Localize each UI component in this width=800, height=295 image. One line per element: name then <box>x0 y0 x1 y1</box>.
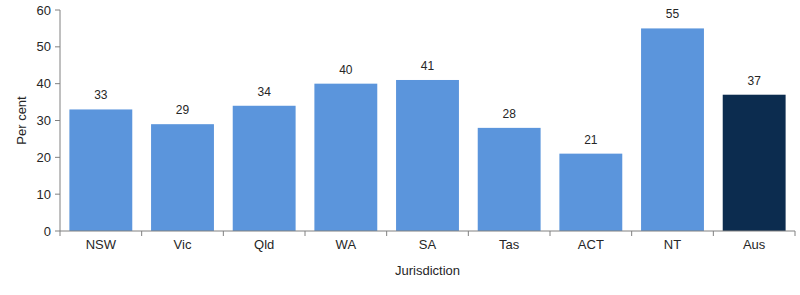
data-label: 37 <box>747 74 761 88</box>
y-tick-label: 40 <box>37 76 51 91</box>
y-tick <box>55 194 60 195</box>
bar <box>314 84 377 231</box>
bar <box>233 106 296 231</box>
y-axis-title: Per cent <box>14 96 29 145</box>
x-tick-label: NSW <box>86 237 117 252</box>
bar <box>151 124 214 231</box>
x-tick <box>631 231 632 236</box>
bar <box>723 95 786 231</box>
x-tick-label: ACT <box>578 237 604 252</box>
x-tick <box>60 231 61 236</box>
chart-svg: 33 29 34 40 41 28 21 55 37 0 10 20 30 40 50 60 NSW Vic Qld… <box>0 0 800 295</box>
y-tick <box>55 231 60 232</box>
y-tick <box>55 120 60 121</box>
x-tick <box>386 231 387 236</box>
data-label: 28 <box>502 107 516 121</box>
y-tick <box>55 83 60 84</box>
x-tick-label: NT <box>664 237 681 252</box>
y-tick <box>55 46 60 47</box>
x-tick <box>795 231 796 236</box>
x-tick <box>468 231 469 236</box>
bar <box>396 80 459 231</box>
x-tick-label: Aus <box>743 237 766 252</box>
y-tick-label: 20 <box>37 150 51 165</box>
bars <box>69 28 785 231</box>
x-tick <box>223 231 224 236</box>
bar <box>69 109 132 231</box>
x-tick <box>550 231 551 236</box>
data-label: 41 <box>421 59 435 73</box>
x-tick <box>141 231 142 236</box>
data-label: 34 <box>257 85 271 99</box>
bar <box>559 154 622 231</box>
bar <box>478 128 541 231</box>
y-tick-label: 30 <box>37 113 51 128</box>
x-axis-line <box>60 231 795 232</box>
y-tick <box>55 10 60 11</box>
y-tick-label: 0 <box>44 224 51 239</box>
y-tick-label: 10 <box>37 187 51 202</box>
chart-container: 33 29 34 40 41 28 21 55 37 0 10 20 30 40 50 60 NSW Vic Qld… <box>0 0 800 295</box>
y-tick-label: 60 <box>37 3 51 18</box>
x-tick-label: Tas <box>499 237 520 252</box>
x-tick <box>305 231 306 236</box>
x-axis-title: Jurisdiction <box>395 263 460 278</box>
data-label: 33 <box>94 88 108 102</box>
data-label: 55 <box>666 7 680 21</box>
x-tick <box>713 231 714 236</box>
x-tick-label: WA <box>336 237 357 252</box>
bar <box>641 28 704 231</box>
data-label: 29 <box>176 103 190 117</box>
data-label: 21 <box>584 133 598 147</box>
y-tick-label: 50 <box>37 39 51 54</box>
x-tick-label: Vic <box>174 237 192 252</box>
data-label: 40 <box>339 63 353 77</box>
y-tick <box>55 157 60 158</box>
x-tick-label: Qld <box>254 237 274 252</box>
x-tick-label: SA <box>419 237 437 252</box>
